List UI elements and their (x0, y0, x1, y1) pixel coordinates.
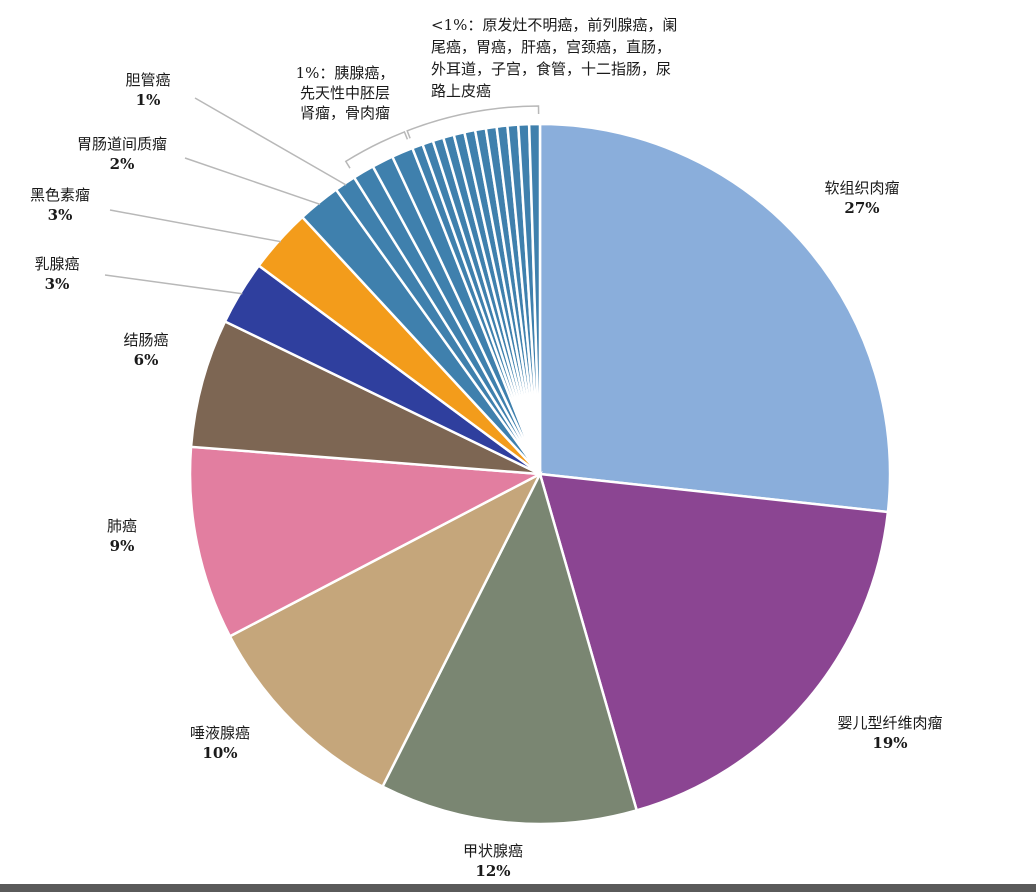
pie-slice (188, 445, 545, 638)
slice-label: 黑色素瘤 3% (30, 186, 90, 224)
slice-label: 胆管癌 1% (125, 71, 170, 109)
slice-label-line: 3% (48, 206, 73, 224)
slice-label: 胃肠道间质瘤 2% (77, 135, 167, 173)
slice-label: 结肠癌 6% (123, 331, 168, 369)
pie-slice (527, 122, 542, 475)
group-bracket (406, 105, 540, 139)
leader-line (184, 157, 321, 206)
slice-label-line: 婴儿型纤维肉瘤 (837, 714, 942, 732)
slice-label: 软组织肉瘤 27% (824, 179, 899, 217)
pie-slices (188, 122, 892, 826)
leader-line (194, 97, 347, 186)
slice-label: 乳腺癌 3% (34, 255, 79, 293)
slice-label-line: 结肠癌 (123, 331, 168, 349)
slice-label-line: 3% (45, 275, 70, 293)
slice-label: 甲状腺癌 12% (463, 842, 523, 880)
slice-label-line: 软组织肉瘤 (824, 179, 899, 197)
slice-label-line: 先天性中胚层 (300, 84, 390, 102)
slice-label-line: 肺癌 (107, 517, 137, 535)
slice-label-line: 胃肠道间质瘤 (77, 135, 167, 153)
slice-label-line: 1% (136, 91, 161, 109)
leader-line (109, 209, 282, 243)
small-group-label-line: <1%：原发灶不明癌，前列腺癌，阑 (431, 16, 677, 34)
slice-label: 肺癌 9% (107, 517, 137, 555)
slice-label-line: 胆管癌 (125, 71, 170, 89)
slice-label-line: 唾液腺癌 (190, 724, 250, 742)
slice-label-line: 19% (872, 734, 907, 752)
pie-slice (189, 319, 541, 476)
small-group-label-line: 尾癌，胃癌，肝癌，宫颈癌，直肠， (431, 38, 671, 56)
slice-label-line: 黑色素瘤 (30, 186, 90, 204)
slice-label-line: 肾瘤，骨肉瘤 (300, 104, 390, 122)
slice-label-line: 12% (475, 862, 510, 880)
pie-slice (380, 470, 639, 826)
slice-label-line: 2% (110, 155, 135, 173)
group-bracket (344, 130, 409, 169)
small-group-label-line: 外耳道，子宫，食管，十二指肠，尿 (431, 60, 671, 78)
slice-label-line: 9% (110, 537, 135, 555)
slice-label-line: 乳腺癌 (34, 255, 79, 273)
slice-label-line: 6% (134, 351, 159, 369)
pie-slice (538, 122, 892, 514)
slice-label: 婴儿型纤维肉瘤 19% (837, 714, 942, 752)
bottom-border (0, 884, 1036, 892)
pie-slice (228, 471, 543, 789)
slice-label-line: 27% (844, 199, 879, 217)
slice-label-line: 甲状腺癌 (463, 842, 523, 860)
slice-label-line: 10% (202, 744, 237, 762)
slice-label: 1%：胰腺癌， 先天性中胚层肾瘤，骨肉瘤 (296, 64, 395, 122)
slice-label: 唾液腺癌 10% (190, 724, 250, 762)
leader-lines (104, 97, 540, 295)
small-group-label: <1%：原发灶不明癌，前列腺癌，阑尾癌，胃癌，肝癌，宫颈癌，直肠， 外耳道，子宫，… (431, 16, 677, 100)
slice-label-line: 1%：胰腺癌， (296, 64, 395, 82)
leader-line (104, 274, 243, 295)
slice-labels: 软组织肉瘤 27% 婴儿型纤维肉瘤 19% 甲状腺癌 12% 唾液腺癌 10% 肺癌 9% 结肠癌 6… (30, 16, 943, 880)
small-group-label-line: 路上皮癌 (431, 82, 491, 100)
pie-slice (538, 472, 890, 812)
